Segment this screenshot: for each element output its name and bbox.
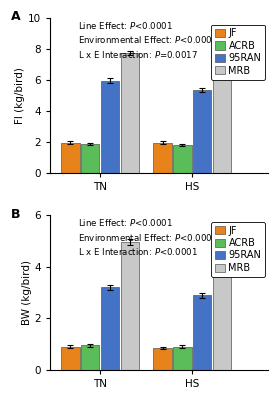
Bar xyxy=(213,64,231,173)
Bar xyxy=(101,81,119,173)
Text: Line Effect: $\it{P}$<0.0001: Line Effect: $\it{P}$<0.0001 xyxy=(78,20,174,31)
Y-axis label: BW (kg/bird): BW (kg/bird) xyxy=(21,260,32,325)
Legend: JF, ACRB, 95RAN, MRB: JF, ACRB, 95RAN, MRB xyxy=(211,222,265,277)
Bar xyxy=(81,345,100,370)
Bar xyxy=(153,348,172,370)
Text: Environmental Effect: $\it{P}$<0.0001: Environmental Effect: $\it{P}$<0.0001 xyxy=(78,232,218,242)
Bar xyxy=(101,288,119,370)
Bar xyxy=(121,53,139,173)
Bar xyxy=(173,347,192,370)
Bar xyxy=(121,242,139,370)
Text: Environmental Effect: $\it{P}$<0.0001: Environmental Effect: $\it{P}$<0.0001 xyxy=(78,34,218,45)
Bar xyxy=(61,142,80,173)
Bar xyxy=(173,145,192,173)
Text: L x E Interaction: $\it{P}$<0.0001: L x E Interaction: $\it{P}$<0.0001 xyxy=(78,246,198,257)
Bar xyxy=(193,295,211,370)
Bar xyxy=(81,144,100,173)
Y-axis label: FI (kg/bird): FI (kg/bird) xyxy=(15,67,25,124)
Bar xyxy=(193,90,211,173)
Text: L x E Interaction: $\it{P}$=0.0017: L x E Interaction: $\it{P}$=0.0017 xyxy=(78,49,198,60)
Legend: JF, ACRB, 95RAN, MRB: JF, ACRB, 95RAN, MRB xyxy=(211,24,265,80)
Bar xyxy=(213,256,231,370)
Text: B: B xyxy=(11,208,20,221)
Text: Line Effect: $\it{P}$<0.0001: Line Effect: $\it{P}$<0.0001 xyxy=(78,217,174,228)
Text: A: A xyxy=(11,10,20,23)
Bar xyxy=(61,347,80,370)
Bar xyxy=(153,142,172,173)
